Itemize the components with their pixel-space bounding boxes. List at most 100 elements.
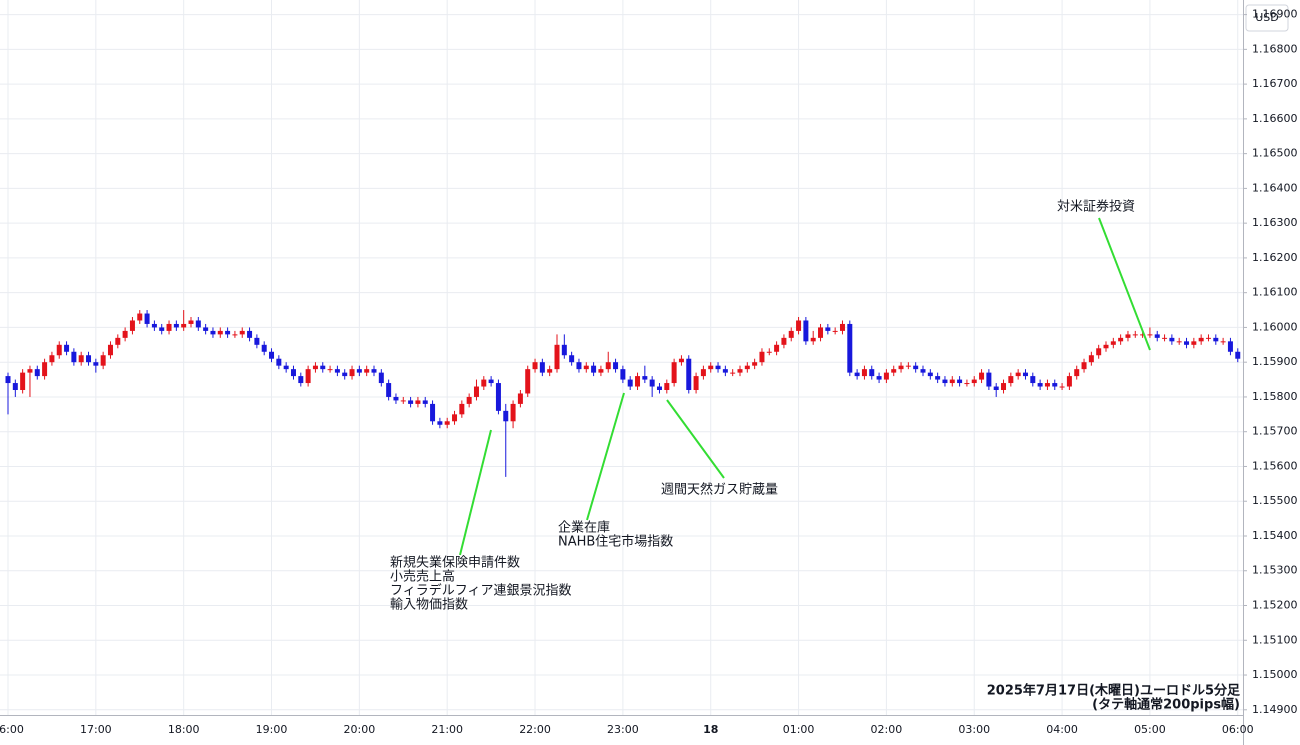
candle-body (774, 344, 780, 352)
candle-body (854, 372, 860, 377)
candle-body (422, 400, 428, 404)
candle-body (173, 323, 179, 328)
candle-body (539, 362, 545, 373)
candle-body (254, 337, 260, 345)
candle-body (312, 365, 318, 370)
candle-body (569, 355, 575, 363)
y-tick-label: 1.16700 (1252, 77, 1298, 90)
candle-body (598, 369, 604, 373)
candle-body (1184, 341, 1190, 345)
candle-body (34, 369, 40, 377)
candle-body (1008, 376, 1014, 384)
x-tick-label: 17:00 (80, 723, 112, 736)
candle-body (437, 421, 443, 425)
y-tick-label: 1.15300 (1252, 564, 1298, 577)
y-tick-label: 1.16400 (1252, 181, 1298, 194)
candle-body (290, 369, 296, 377)
x-tick-label: 04:00 (1046, 723, 1078, 736)
candle-body (144, 313, 150, 324)
candle-body (576, 362, 582, 370)
candle-body (722, 369, 728, 373)
candle-body (664, 383, 670, 390)
y-tick-label: 1.16000 (1252, 320, 1298, 333)
annotation-text: NAHB住宅市場指数 (558, 535, 673, 550)
candle-body (107, 344, 113, 356)
y-tick-label: 1.16300 (1252, 216, 1298, 229)
x-tick-label: 19:00 (256, 723, 288, 736)
candle-body (408, 400, 414, 404)
candle-body (1022, 372, 1028, 377)
candle-body (364, 369, 370, 373)
candle-body (1169, 337, 1175, 342)
candle-body (1044, 383, 1050, 387)
candle-body (796, 320, 802, 331)
candle-body (459, 403, 465, 415)
candle-body (342, 372, 348, 377)
candle-body (20, 372, 26, 390)
candle-body (188, 320, 194, 324)
candle-body (744, 365, 750, 370)
candle-body (1140, 334, 1146, 336)
candle-body (583, 365, 589, 370)
y-tick-label: 1.15500 (1252, 494, 1298, 507)
candle-body (1198, 337, 1204, 342)
candle-body (810, 337, 816, 342)
candle-body (488, 379, 494, 384)
candle-body (905, 365, 911, 367)
x-tick-label: 20:00 (344, 723, 376, 736)
candle-body (635, 376, 641, 387)
candle-body (613, 362, 619, 370)
candle-body (1015, 372, 1021, 377)
candle-body (942, 379, 948, 384)
y-tick-label: 1.16800 (1252, 42, 1298, 55)
candle-body (803, 320, 809, 342)
candle-body (481, 379, 487, 387)
candle-body (1081, 362, 1087, 370)
candle-body (466, 396, 472, 404)
candle-body (378, 372, 384, 384)
candle-body (327, 369, 333, 371)
candle-body (159, 327, 165, 331)
candle-body (700, 369, 706, 377)
candle-body (759, 351, 765, 363)
candle-body (1037, 383, 1043, 387)
candle-body (298, 376, 304, 384)
candle-body (393, 396, 399, 401)
candle-body (532, 362, 538, 370)
y-tick-label: 1.15800 (1252, 390, 1298, 403)
annotation-text: 週間天然ガス貯蔵量 (661, 482, 778, 498)
candle-body (898, 365, 904, 370)
y-tick-label: 1.15900 (1252, 355, 1298, 368)
candle-body (269, 351, 275, 359)
candle-body (510, 403, 516, 422)
candle-body (766, 351, 772, 353)
annotation-connector (459, 429, 492, 556)
candle-body (78, 355, 84, 363)
candle-body (642, 376, 648, 380)
candle-body (525, 369, 531, 394)
candle-body (356, 369, 362, 373)
candle-body (452, 414, 458, 422)
candle-body (891, 369, 897, 373)
y-tick-label: 1.14900 (1252, 703, 1298, 716)
candle-body (444, 421, 450, 425)
y-tick-label: 1.15100 (1252, 633, 1298, 646)
annotation-text: 小売売上高 (390, 569, 455, 585)
candle-body (979, 372, 985, 380)
annotation-connector (1098, 217, 1151, 351)
candle-body (935, 376, 941, 380)
y-tick-label: 1.16500 (1252, 147, 1298, 160)
candle-body (1110, 341, 1116, 345)
candle-body (122, 330, 128, 338)
candle-body (620, 369, 626, 380)
candle-body (1220, 341, 1226, 343)
candle-body (715, 365, 721, 370)
candle-body (1096, 348, 1102, 356)
candle-body (861, 369, 867, 377)
y-tick-label: 1.15400 (1252, 529, 1298, 542)
candle-body (1132, 334, 1138, 336)
candle-body (986, 372, 992, 387)
y-tick-label: 1.16200 (1252, 251, 1298, 264)
